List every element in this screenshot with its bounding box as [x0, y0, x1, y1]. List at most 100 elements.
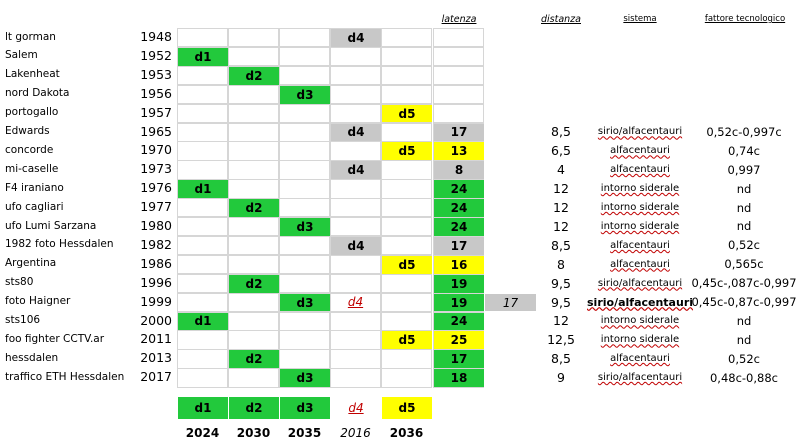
row-year: 1973 — [140, 161, 172, 177]
mark-cell: d2 — [229, 274, 279, 293]
grid-cell — [433, 28, 484, 48]
fattore-cell: 0,45c-0,87c-0,997 — [691, 295, 797, 310]
latenza-cell: 17 — [434, 123, 484, 142]
grid-cell — [177, 254, 228, 275]
legend-year: 2024 — [185, 426, 220, 440]
row-year: 2011 — [140, 331, 172, 347]
sistema-cell: sirio/alfacentauri — [597, 372, 683, 384]
sistema-cell: intorno siderale — [600, 183, 680, 195]
grid-cell — [177, 198, 228, 218]
sistema-cell: alfacentauri — [610, 258, 670, 270]
fattore-cell: 0,52c — [728, 238, 760, 253]
row-name: portogallo — [5, 106, 59, 119]
grid-cell — [433, 84, 484, 105]
grid-cell — [381, 349, 432, 369]
mark-cell: d4 — [331, 123, 381, 142]
sistema-cell: sirio/alfacentauri — [597, 126, 683, 138]
row-year: 1980 — [140, 218, 172, 233]
latenza-cell: 19 — [434, 274, 484, 293]
grid-cell — [177, 84, 228, 105]
sistema-cell: intorno siderale — [600, 202, 680, 214]
fattore-cell: nd — [736, 181, 752, 196]
grid-cell — [279, 330, 330, 350]
grid-cell — [381, 273, 432, 294]
grid-cell — [381, 46, 432, 67]
legend-year: 2036 — [389, 426, 424, 440]
grid-cell — [381, 292, 432, 312]
row-name: 1982 foto Hessdalen — [5, 238, 114, 251]
grid-cell — [228, 292, 279, 312]
row-year: 2000 — [140, 312, 172, 328]
row-year: 1956 — [140, 85, 172, 101]
latenza-cell: 24 — [434, 218, 484, 236]
row-name: Argentina — [5, 257, 57, 270]
latenza-cell: 8 — [434, 161, 484, 180]
grid-cell — [177, 330, 228, 350]
grid-cell — [381, 65, 432, 86]
mark-cell: d3 — [280, 85, 330, 104]
legend-d1: d1 — [178, 397, 228, 419]
extra-cell: 17 — [485, 293, 536, 312]
grid-cell — [381, 179, 432, 199]
grid-cell — [433, 65, 484, 86]
grid-cell — [177, 65, 228, 86]
latenza-cell: 18 — [434, 369, 484, 388]
grid-cell — [279, 122, 330, 142]
grid-cell — [330, 179, 381, 199]
legend-d4: d4 — [348, 401, 364, 415]
latenza-cell: 16 — [434, 255, 484, 274]
row-year: 1948 — [140, 29, 172, 44]
grid-cell — [381, 311, 432, 331]
fattore-cell: 0,52c — [728, 351, 760, 366]
row-name: Edwards — [5, 125, 50, 137]
mark-cell: d5 — [382, 104, 432, 123]
mark-cell: d5 — [382, 142, 432, 161]
distanza-cell: 9,5 — [551, 275, 571, 291]
latenza-cell: 24 — [434, 199, 484, 217]
grid-cell — [177, 368, 228, 388]
grid-cell — [381, 368, 432, 388]
distanza-cell: 12 — [553, 218, 569, 234]
grid-cell — [433, 103, 484, 123]
row-name: ufo cagliari — [5, 200, 64, 213]
mark-cell: d4 — [331, 161, 381, 180]
grid-cell — [330, 141, 381, 161]
grid-cell — [279, 273, 330, 294]
grid-cell — [177, 122, 228, 142]
grid-cell — [279, 198, 330, 218]
grid-cell — [330, 84, 381, 105]
legend-year: 2035 — [287, 426, 322, 440]
mark-cell: d4 — [331, 29, 381, 47]
legend-year: 2030 — [236, 426, 271, 440]
mark-cell: d5 — [382, 331, 432, 350]
row-name: hessdalen — [5, 351, 59, 364]
grid-cell — [330, 254, 381, 275]
grid-cell — [330, 46, 381, 67]
grid-cell — [177, 141, 228, 161]
grid-cell — [330, 198, 381, 218]
legend-d5: d5 — [382, 397, 432, 419]
grid-cell — [228, 368, 279, 388]
grid-cell — [330, 103, 381, 123]
sistema-cell: sirio/alfacentauri — [587, 295, 694, 309]
distanza-cell: 12 — [553, 181, 569, 197]
fattore-cell: 0,565c — [724, 257, 764, 272]
row-name: concorde — [5, 143, 54, 156]
grid-cell — [177, 349, 228, 369]
distanza-cell: 9,5 — [551, 294, 571, 310]
grid-cell — [381, 28, 432, 48]
grid-cell — [381, 84, 432, 105]
grid-cell — [228, 330, 279, 350]
grid-cell — [228, 179, 279, 199]
row-year: 1986 — [140, 255, 172, 271]
latenza-cell: 24 — [434, 180, 484, 199]
mark-cell-red: d4 — [347, 295, 364, 310]
distanza-cell: 8,5 — [551, 237, 571, 253]
latenza-cell: 19 — [434, 293, 484, 312]
row-name: mi-caselle — [5, 162, 59, 175]
grid-cell — [279, 65, 330, 86]
grid-cell — [330, 349, 381, 369]
row-year: 1970 — [140, 142, 172, 158]
distanza-cell: 4 — [557, 162, 565, 178]
